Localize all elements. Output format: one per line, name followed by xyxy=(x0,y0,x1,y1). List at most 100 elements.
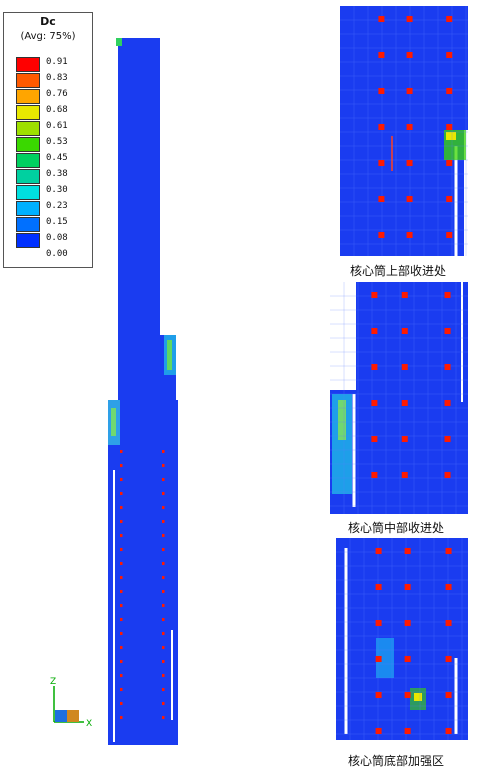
damage-marker xyxy=(406,232,413,238)
legend-tick-4: 0.61 xyxy=(46,121,68,131)
damage-marker xyxy=(404,692,411,698)
damage-marker xyxy=(445,620,452,626)
detail-bottom-hotspot-core xyxy=(414,693,422,701)
damage-marker xyxy=(445,692,452,698)
damage-marker xyxy=(371,364,378,370)
damage-marker xyxy=(120,576,123,579)
legend-swatch-11 xyxy=(16,233,40,248)
caption-middle: 核心筒中部收进处 xyxy=(348,521,445,535)
damage-marker xyxy=(406,16,413,22)
damage-marker xyxy=(406,160,413,166)
damage-marker xyxy=(371,400,378,406)
tube-shapes xyxy=(108,38,178,745)
tube-lower-segment xyxy=(108,400,178,745)
damage-marker xyxy=(404,548,411,554)
legend-subtitle: (Avg: 75%) xyxy=(20,31,76,42)
damage-marker xyxy=(404,728,411,734)
damage-marker xyxy=(120,646,123,649)
damage-marker xyxy=(446,232,453,238)
damage-marker xyxy=(445,548,452,554)
damage-marker xyxy=(446,196,453,202)
legend-swatch-8 xyxy=(16,185,40,200)
damage-marker xyxy=(401,328,408,334)
damage-marker xyxy=(378,88,385,94)
damage-marker xyxy=(162,590,165,593)
damage-marker xyxy=(120,450,123,453)
damage-marker xyxy=(378,52,385,58)
damage-marker xyxy=(162,688,165,691)
damage-marker xyxy=(162,562,165,565)
damage-marker xyxy=(378,196,385,202)
detail-upper-hotspot-core xyxy=(446,132,456,140)
legend-tick-10: 0.15 xyxy=(46,217,68,227)
damage-marker xyxy=(120,562,123,565)
legend-title: Dc xyxy=(40,15,56,28)
damage-marker xyxy=(444,364,451,370)
damage-marker xyxy=(401,292,408,298)
damage-marker xyxy=(162,576,165,579)
upper-setback-highlight xyxy=(167,340,172,370)
damage-marker xyxy=(375,584,382,590)
damage-marker xyxy=(162,534,165,537)
legend-tick-5: 0.53 xyxy=(46,137,68,147)
damage-marker xyxy=(120,618,123,621)
damage-marker xyxy=(375,620,382,626)
damage-marker xyxy=(446,16,453,22)
damage-marker xyxy=(406,88,413,94)
caption-bottom: 核心筒底部加强区 xyxy=(348,754,445,768)
damage-marker xyxy=(120,660,123,663)
damage-marker xyxy=(375,548,382,554)
axis-triad: Z X xyxy=(50,677,92,729)
damage-marker xyxy=(404,656,411,662)
damage-legend: Dc (Avg: 75%) 0.91 0.83 0.76 0.68 0.61 0… xyxy=(3,12,93,268)
damage-marker xyxy=(445,728,452,734)
damage-marker xyxy=(401,364,408,370)
damage-marker xyxy=(444,292,451,298)
damage-marker xyxy=(162,492,165,495)
legend-swatch-10 xyxy=(16,217,40,232)
middle-setback-highlight xyxy=(111,408,116,436)
damage-marker xyxy=(162,702,165,705)
legend-swatch-9 xyxy=(16,201,40,216)
damage-marker xyxy=(406,196,413,202)
damage-marker xyxy=(120,688,123,691)
damage-marker xyxy=(446,88,453,94)
damage-marker xyxy=(120,534,123,537)
damage-marker xyxy=(378,16,385,22)
detail-upper-grid xyxy=(340,6,468,256)
detail-upper-damage xyxy=(378,16,453,238)
damage-marker xyxy=(371,292,378,298)
damage-marker xyxy=(120,492,123,495)
damage-marker xyxy=(120,674,123,677)
detail-middle-damage xyxy=(371,292,451,478)
damage-marker xyxy=(120,478,123,481)
legend-tick-3: 0.68 xyxy=(46,105,68,115)
legend-tick-7: 0.38 xyxy=(46,169,68,179)
damage-marker xyxy=(378,124,385,130)
axis-box-orange xyxy=(67,710,79,722)
damage-marker xyxy=(162,520,165,523)
core-tube-elevation xyxy=(108,38,178,745)
damage-marker xyxy=(371,472,378,478)
damage-marker xyxy=(446,124,453,130)
legend-swatch-4 xyxy=(16,121,40,136)
damage-marker xyxy=(445,656,452,662)
legend-swatch-5 xyxy=(16,137,40,152)
damage-marker xyxy=(404,620,411,626)
tube-upper-segment xyxy=(118,38,160,338)
legend-tick-11: 0.08 xyxy=(46,233,68,243)
axis-box-blue xyxy=(55,710,67,722)
detail-bottom-strengthened xyxy=(336,538,468,740)
damage-marker xyxy=(401,472,408,478)
legend-tick-0: 0.91 xyxy=(46,57,68,67)
detail-bottom-damage xyxy=(375,548,452,734)
damage-marker xyxy=(120,702,123,705)
damage-marker xyxy=(404,584,411,590)
detail-bottom-hotspot-a xyxy=(376,638,394,678)
detail-bottom-background xyxy=(336,538,468,740)
damage-marker xyxy=(444,436,451,442)
damage-marker xyxy=(378,232,385,238)
damage-marker xyxy=(120,632,123,635)
damage-marker xyxy=(401,436,408,442)
damage-marker xyxy=(406,124,413,130)
